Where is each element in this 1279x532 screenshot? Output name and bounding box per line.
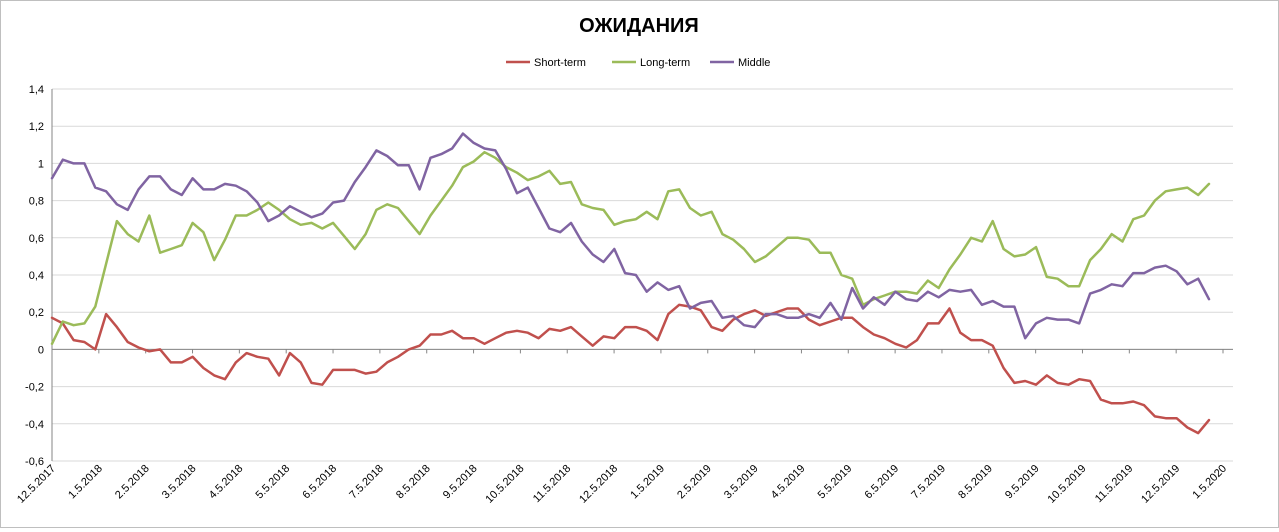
y-tick-label: -0,4 bbox=[25, 419, 44, 431]
x-tick-label: 3.5.2018 bbox=[160, 463, 199, 502]
x-tick-label: 12.5.2019 bbox=[1139, 463, 1182, 506]
x-tick-label: 8.5.2018 bbox=[394, 463, 433, 502]
x-tick-label: 3.5.2019 bbox=[722, 463, 761, 502]
x-tick-label: 11.5.2018 bbox=[531, 463, 574, 506]
x-tick-label: 8.5.2019 bbox=[956, 463, 995, 502]
legend-label-long-term: Long-term bbox=[640, 57, 690, 69]
x-tick-label: 5.5.2019 bbox=[816, 463, 855, 502]
x-tick-label: 6.5.2018 bbox=[300, 463, 339, 502]
x-tick-label: 11.5.2019 bbox=[1093, 463, 1136, 506]
x-tick-label: 4.5.2019 bbox=[769, 463, 808, 502]
x-tick-label: 2.5.2018 bbox=[113, 463, 152, 502]
x-tick-label: 10.5.2018 bbox=[483, 463, 526, 506]
x-tick-label: 4.5.2018 bbox=[207, 463, 246, 502]
x-tick-label: 12.5.2018 bbox=[577, 463, 620, 506]
x-tick-label: 7.5.2018 bbox=[347, 463, 386, 502]
chart-title: ОЖИДАНИЯ bbox=[579, 15, 699, 37]
legend-label-middle: Middle bbox=[738, 57, 770, 69]
y-tick-label: 0 bbox=[38, 344, 44, 356]
x-tick-label: 9.5.2018 bbox=[441, 463, 480, 502]
x-tick-label: 10.5.2019 bbox=[1046, 463, 1089, 506]
legend-label-short-term: Short-term bbox=[534, 57, 586, 69]
x-tick-label: 1.5.2018 bbox=[66, 463, 105, 502]
series-line-long-term bbox=[50, 150, 1211, 346]
y-tick-label: -0,6 bbox=[25, 456, 44, 468]
legend: Short-term Long-term Middle bbox=[506, 57, 770, 69]
x-tick-label: 9.5.2019 bbox=[1003, 463, 1042, 502]
y-tick-label: 0,2 bbox=[29, 307, 44, 319]
y-tick-label: 1,2 bbox=[29, 121, 44, 133]
x-tick-label: 2.5.2019 bbox=[675, 463, 714, 502]
y-tick-label: 1 bbox=[38, 158, 44, 170]
y-tick-label: 1,4 bbox=[29, 84, 44, 96]
series-lines bbox=[50, 132, 1211, 435]
y-axis: -0,6 -0,4 -0,2 0 0,2 0,4 0,6 0,8 1 1,2 1,4 bbox=[25, 84, 53, 468]
series-line-short-term bbox=[50, 303, 1211, 435]
x-tick-label: 5.5.2018 bbox=[254, 463, 293, 502]
y-tick-label: 0,4 bbox=[29, 270, 44, 282]
y-tick-label: 0,8 bbox=[29, 196, 44, 208]
y-tick-label: -0,2 bbox=[25, 382, 44, 394]
series-line-middle bbox=[50, 132, 1211, 340]
x-tick-label: 1.5.2020 bbox=[1190, 463, 1229, 502]
x-tick-label: 1.5.2019 bbox=[628, 463, 667, 502]
x-tick-label: 7.5.2019 bbox=[909, 463, 948, 502]
x-axis: 12.5.2017 1.5.2018 2.5.2018 3.5.2018 4.5.201… bbox=[15, 348, 1233, 506]
y-tick-label: 0,6 bbox=[29, 233, 44, 245]
x-tick-label: 12.5.2017 bbox=[15, 463, 58, 506]
x-tick-label: 6.5.2019 bbox=[862, 463, 901, 502]
gridlines bbox=[52, 88, 1233, 462]
